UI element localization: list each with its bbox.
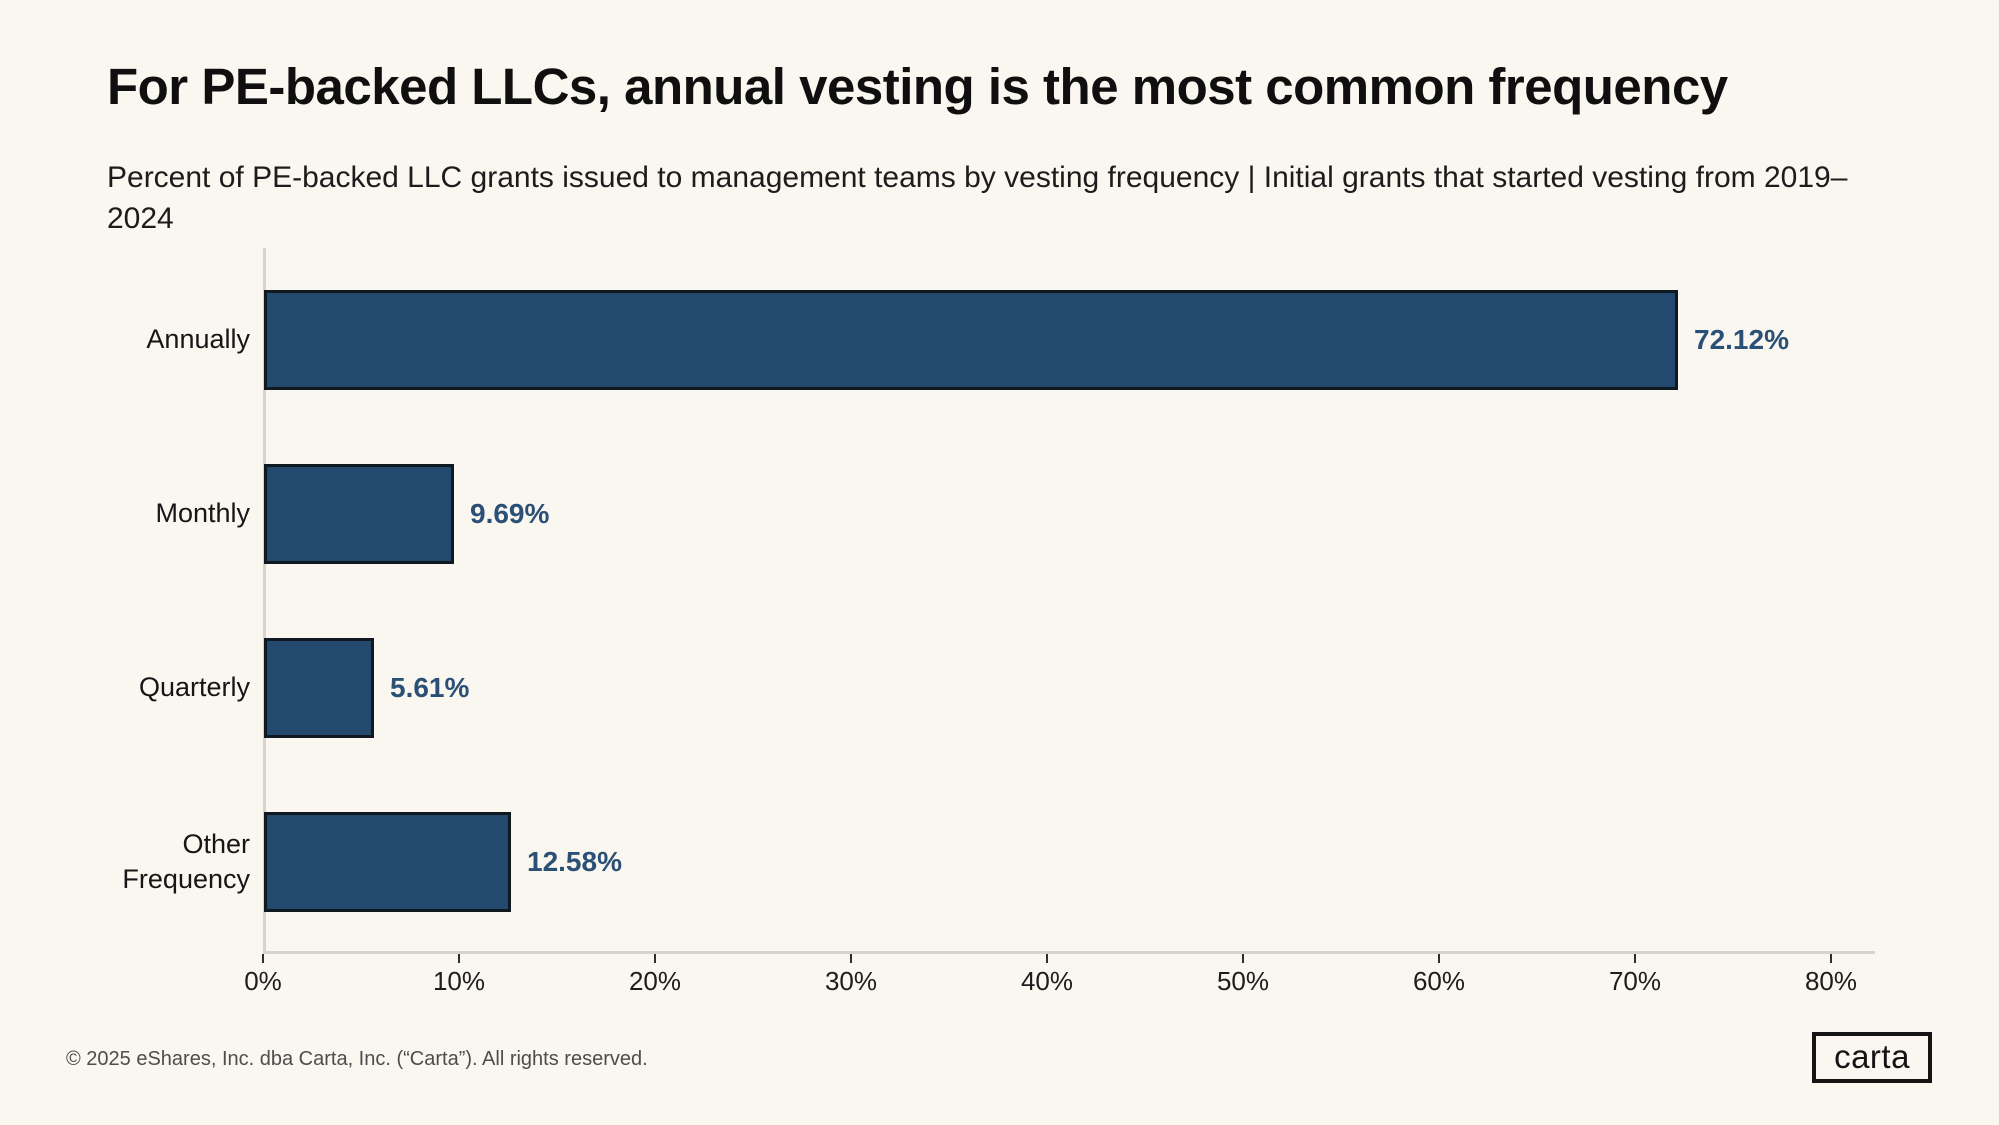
x-axis-tick-mark — [262, 954, 264, 963]
x-axis-tick-mark — [1634, 954, 1636, 963]
x-axis-tick-mark — [1046, 954, 1048, 963]
x-axis-tick-label: 40% — [1020, 966, 1074, 996]
bar — [264, 290, 1678, 390]
x-axis-line — [263, 951, 1875, 954]
x-axis-tick-label: 80% — [1804, 966, 1858, 996]
x-axis-tick-mark — [1830, 954, 1832, 963]
bar-category-label: Monthly — [155, 498, 250, 529]
carta-logo-text: carta — [1834, 1037, 1910, 1075]
y-axis-line — [263, 248, 266, 954]
x-axis-tick-label: 0% — [244, 966, 282, 996]
x-axis-tick-mark — [654, 954, 656, 963]
x-axis-tick-label: 20% — [628, 966, 682, 996]
bar-category-label: Quarterly — [138, 672, 250, 703]
bar-value-label: 9.69% — [470, 498, 550, 529]
bar-value-label: 5.61% — [390, 672, 470, 703]
x-axis-tick-mark — [850, 954, 852, 963]
x-axis-tick-label: 30% — [824, 966, 878, 996]
bar-category-label: Annually — [146, 324, 250, 355]
bar-value-label: 72.12% — [1694, 324, 1789, 355]
x-axis-tick-mark — [1438, 954, 1440, 963]
bar — [264, 464, 454, 564]
bar — [264, 638, 374, 738]
bar — [264, 812, 511, 912]
chart-title: For PE-backed LLCs, annual vesting is th… — [107, 58, 1728, 115]
x-axis-tick-label: 70% — [1608, 966, 1662, 996]
bar-value-label: 12.58% — [527, 846, 622, 877]
bar-category-label: Other Frequency — [122, 828, 250, 894]
x-axis-tick-label: 50% — [1216, 966, 1270, 996]
x-axis-tick-mark — [1242, 954, 1244, 963]
carta-logo: carta — [1812, 1032, 1932, 1083]
x-axis-tick-mark — [458, 954, 460, 963]
x-axis-tick-label: 10% — [432, 966, 486, 996]
x-axis-tick-label: 60% — [1412, 966, 1466, 996]
chart-subtitle: Percent of PE-backed LLC grants issued t… — [107, 161, 1848, 236]
copyright-text: © 2025 eShares, Inc. dba Carta, Inc. (“C… — [66, 1048, 648, 1070]
